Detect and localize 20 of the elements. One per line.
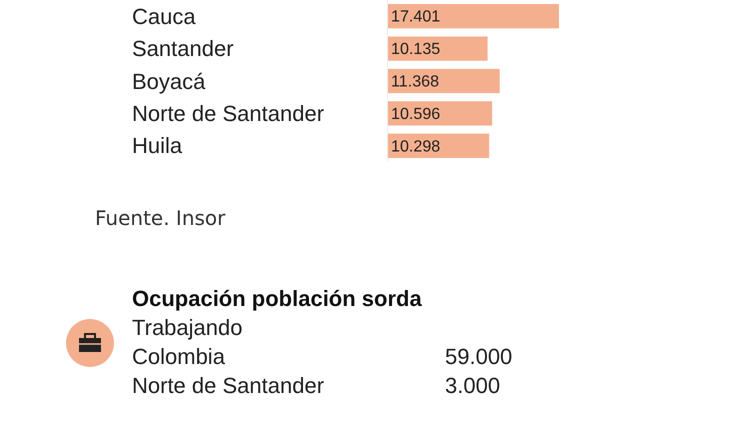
data-label: 11.368 bbox=[391, 72, 440, 90]
data-label: 10.596 bbox=[391, 104, 440, 123]
y-tick-label: Cauca bbox=[132, 4, 196, 29]
bar bbox=[388, 68, 500, 94]
source-note: Fuente. Insor bbox=[95, 206, 226, 230]
text: Colombia bbox=[132, 344, 226, 369]
text: Trabajando bbox=[132, 315, 242, 340]
y-tick-label: Boyacá bbox=[132, 69, 206, 94]
bar bbox=[388, 36, 488, 61]
text: 3.000 bbox=[445, 373, 500, 398]
data-label: 10.135 bbox=[391, 40, 440, 58]
bar bbox=[388, 134, 490, 158]
text: Ocupación población sorda bbox=[132, 286, 422, 311]
y-tick-label: Huila bbox=[132, 133, 183, 158]
bar bbox=[388, 4, 559, 28]
y-tick-label: Santander bbox=[132, 36, 234, 61]
data-label: 17.401 bbox=[391, 8, 440, 26]
data-label: 10.298 bbox=[391, 137, 440, 156]
text: 59.000 bbox=[445, 344, 512, 369]
y-tick-label: Norte de Santander bbox=[132, 101, 324, 126]
